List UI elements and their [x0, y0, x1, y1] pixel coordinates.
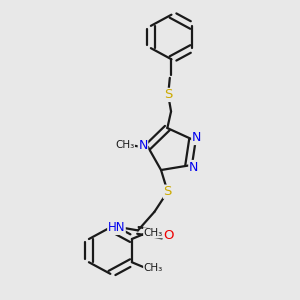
Text: HN: HN	[108, 221, 125, 234]
Text: CH₃: CH₃	[115, 140, 134, 150]
Text: N: N	[192, 131, 201, 145]
Text: CH₃: CH₃	[144, 263, 163, 273]
Text: O: O	[164, 229, 174, 242]
Text: S: S	[164, 88, 172, 101]
Text: N: N	[189, 160, 198, 173]
Text: S: S	[164, 185, 172, 198]
Text: CH₃: CH₃	[144, 228, 163, 238]
Text: N: N	[138, 139, 148, 152]
